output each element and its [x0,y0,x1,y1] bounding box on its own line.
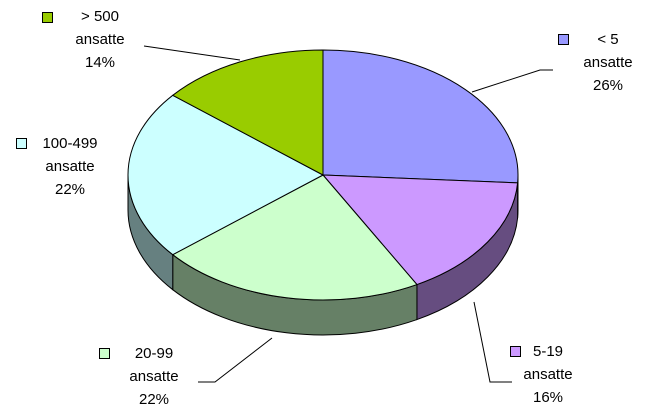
leader-line [473,301,512,383]
slice-label: 5-19 ansatte 16% [516,340,580,409]
slice-label: > 500 ansatte 14% [68,5,132,74]
category-label: > 500 ansatte [75,8,125,48]
slice [322,49,519,184]
legend-swatch [558,34,569,45]
value-label: 14% [84,54,116,71]
leader-line [471,69,553,93]
slice-label: < 5 ansatte 26% [576,28,640,97]
category-label: < 5 ansatte [583,31,633,71]
slice [171,174,418,301]
legend-swatch [99,348,110,359]
slice-label: 100-499 ansatte 22% [38,132,102,201]
category-label: 100-499 ansatte [42,135,98,175]
legend-swatch [16,138,27,149]
slice-label: 20-99 ansatte 22% [122,342,186,411]
legend-swatch [42,12,53,23]
slice [127,94,325,256]
slice [171,49,324,176]
leader-line [198,337,273,383]
slice [321,174,519,286]
value-label: 26% [592,77,624,94]
leader-line [143,45,241,61]
category-label: 5-19 ansatte [523,343,573,383]
category-label: 20-99 ansatte [129,345,179,385]
value-label: 22% [54,181,86,198]
legend-swatch [510,346,521,357]
value-label: 22% [138,391,170,408]
value-label: 16% [532,389,564,406]
